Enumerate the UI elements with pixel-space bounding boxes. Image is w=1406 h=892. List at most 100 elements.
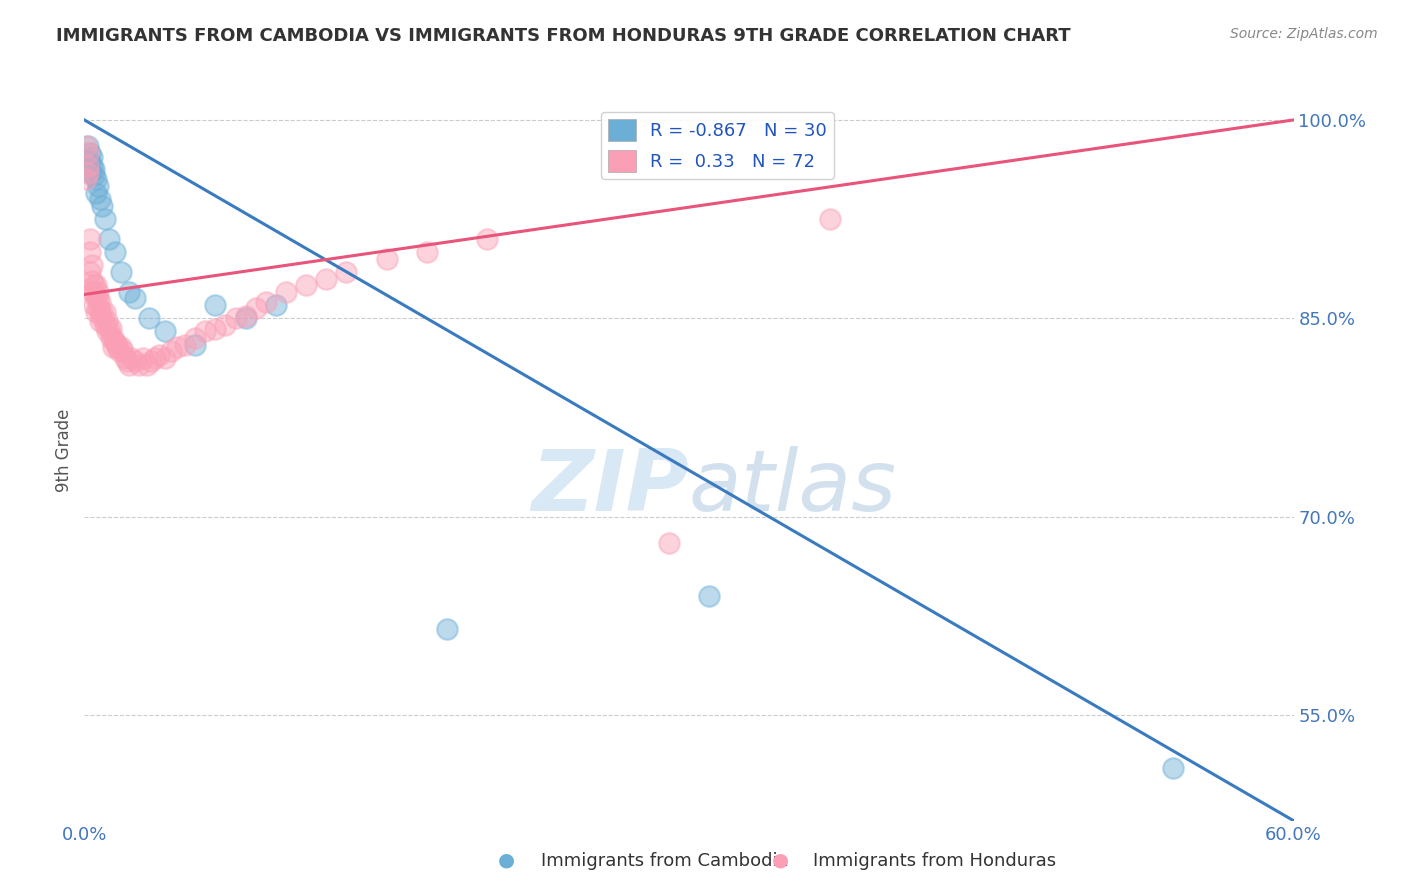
Point xyxy=(77,159,100,173)
Point xyxy=(82,274,104,288)
Point xyxy=(254,295,277,310)
Point xyxy=(89,314,111,328)
Point xyxy=(143,351,166,365)
Point xyxy=(79,146,101,161)
Point xyxy=(100,320,122,334)
Text: ●: ● xyxy=(498,851,515,870)
Point xyxy=(153,351,176,365)
Point xyxy=(96,325,118,339)
Point xyxy=(818,212,841,227)
Point xyxy=(132,351,155,365)
Point xyxy=(87,285,110,299)
Point xyxy=(139,353,162,368)
Point xyxy=(128,358,150,372)
Point xyxy=(225,311,247,326)
Point xyxy=(153,325,176,339)
Point xyxy=(120,351,142,365)
Point xyxy=(75,153,97,167)
Point xyxy=(96,314,118,328)
Point xyxy=(245,301,267,315)
Point xyxy=(87,301,110,315)
Point xyxy=(87,179,110,194)
Point xyxy=(87,292,110,306)
Point xyxy=(697,589,720,603)
Point xyxy=(104,334,127,349)
Point xyxy=(107,344,129,359)
Text: Source: ZipAtlas.com: Source: ZipAtlas.com xyxy=(1230,27,1378,41)
Point xyxy=(416,245,439,260)
Point xyxy=(79,245,101,260)
Point xyxy=(105,337,128,351)
Point xyxy=(235,311,257,326)
Point xyxy=(111,344,134,359)
Point xyxy=(83,169,105,183)
Point xyxy=(104,245,127,260)
Point xyxy=(114,351,136,365)
Point xyxy=(93,212,115,227)
Point xyxy=(138,311,160,326)
Point xyxy=(148,348,170,362)
Point xyxy=(295,278,318,293)
Point xyxy=(75,139,97,153)
Point xyxy=(82,159,104,173)
Point xyxy=(86,186,108,200)
Point xyxy=(115,353,138,368)
Point xyxy=(204,322,226,336)
Point xyxy=(79,155,101,169)
Point xyxy=(77,146,100,161)
Point xyxy=(77,166,100,180)
Point xyxy=(77,159,100,173)
Point xyxy=(118,285,141,299)
Point xyxy=(110,265,132,279)
Point xyxy=(83,285,105,299)
Point xyxy=(124,353,146,368)
Point xyxy=(97,322,120,336)
Point xyxy=(86,292,108,306)
Point xyxy=(235,309,257,323)
Point xyxy=(101,340,124,354)
Point xyxy=(174,337,197,351)
Point xyxy=(77,139,100,153)
Point xyxy=(91,311,114,326)
Point xyxy=(477,232,499,246)
Point xyxy=(82,150,104,164)
Point xyxy=(184,331,207,345)
Text: Immigrants from Cambodia: Immigrants from Cambodia xyxy=(541,852,789,870)
Point xyxy=(166,340,188,354)
Point xyxy=(1161,761,1184,775)
Point xyxy=(214,318,236,332)
Point xyxy=(89,192,111,206)
Point xyxy=(86,304,108,318)
Point xyxy=(79,265,101,279)
Point xyxy=(335,265,357,279)
Point xyxy=(135,358,157,372)
Point xyxy=(160,344,183,359)
Point xyxy=(83,278,105,293)
Point xyxy=(86,172,108,186)
Point xyxy=(82,259,104,273)
Point xyxy=(436,622,458,636)
Point xyxy=(82,285,104,299)
Point xyxy=(91,199,114,213)
Point xyxy=(194,325,217,339)
Point xyxy=(184,337,207,351)
Text: IMMIGRANTS FROM CAMBODIA VS IMMIGRANTS FROM HONDURAS 9TH GRADE CORRELATION CHART: IMMIGRANTS FROM CAMBODIA VS IMMIGRANTS F… xyxy=(56,27,1071,45)
Point xyxy=(315,271,337,285)
Point xyxy=(118,358,141,372)
Point xyxy=(83,298,105,312)
Point xyxy=(86,278,108,293)
Legend: R = -0.867   N = 30, R =  0.33   N = 72: R = -0.867 N = 30, R = 0.33 N = 72 xyxy=(602,112,834,179)
Point xyxy=(97,232,120,246)
Point xyxy=(124,292,146,306)
Point xyxy=(375,252,398,266)
Point xyxy=(79,166,101,180)
Point xyxy=(93,318,115,332)
Point xyxy=(264,298,287,312)
Point xyxy=(89,304,111,318)
Text: ●: ● xyxy=(772,851,789,870)
Point xyxy=(274,285,297,299)
Point xyxy=(75,172,97,186)
Text: ZIP: ZIP xyxy=(531,446,689,529)
Point xyxy=(110,340,132,354)
Point xyxy=(100,331,122,345)
